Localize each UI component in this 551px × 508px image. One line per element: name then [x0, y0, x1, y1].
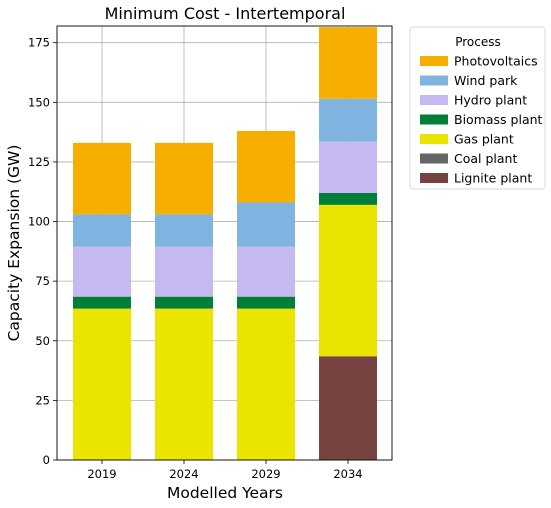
legend-label: Coal plant	[454, 151, 517, 166]
y-tick-label: 125	[28, 155, 50, 169]
legend-label: Gas plant	[454, 132, 514, 147]
y-tick-label: 0	[43, 453, 50, 467]
y-tick-label: 175	[28, 36, 50, 50]
bar-segment-wind-park	[237, 202, 295, 247]
bars	[73, 27, 377, 460]
legend-label: Photovoltaics	[454, 54, 538, 69]
bar-segment-gas-plant	[73, 308, 131, 460]
x-axis-label: Modelled Years	[167, 484, 283, 502]
chart-title: Minimum Cost - Intertemporal	[105, 4, 346, 23]
x-tick-label: 2034	[333, 467, 362, 481]
y-tick-label: 25	[35, 393, 50, 407]
y-tick-label: 150	[28, 95, 50, 109]
legend-swatch	[420, 173, 448, 183]
legend-swatch	[420, 95, 448, 105]
legend-swatch	[420, 56, 448, 66]
legend-label: Hydro plant	[454, 93, 527, 108]
bar-segment-hydro-plant	[237, 246, 295, 297]
plot-frame	[56, 25, 393, 461]
bar-segment-photovoltaics	[155, 142, 213, 215]
legend-swatch	[420, 114, 448, 125]
legend-label: Biomass plant	[454, 112, 543, 127]
bar-segment-gas-plant	[237, 308, 295, 460]
legend-swatch	[420, 75, 448, 86]
bar-segment-wind-park	[319, 98, 377, 142]
x-tick-label: 2019	[87, 467, 116, 481]
bar-segment-biomass-plant	[155, 296, 213, 309]
y-axis-label: Capacity Expansion (GW)	[5, 145, 23, 342]
bar-segment-biomass-plant	[73, 296, 131, 309]
bar-segment-gas-plant	[319, 204, 377, 357]
bar-segment-hydro-plant	[155, 246, 213, 297]
bar-segment-gas-plant	[155, 308, 213, 460]
bar-segment-photovoltaics	[237, 130, 295, 203]
bar-segment-biomass-plant	[319, 192, 377, 205]
bar-segment-biomass-plant	[237, 296, 295, 309]
bar-segment-wind-park	[155, 214, 213, 247]
axis-ticks: 0 25 50 75 100 125 150 175 2019 2024 2029 2034	[28, 36, 363, 481]
legend-title: Process	[455, 35, 501, 49]
legend: Process Photovoltaics Wind park Hydro plan…	[409, 26, 546, 190]
bar-segment-photovoltaics	[73, 142, 131, 215]
x-tick-label: 2029	[251, 467, 280, 481]
bar-segment-lignite-plant	[319, 356, 377, 460]
legend-swatch	[420, 153, 448, 164]
legend-label: Wind park	[454, 73, 518, 88]
bar-segment-hydro-plant	[73, 246, 131, 297]
bar-segment-hydro-plant	[319, 141, 377, 193]
legend-swatch	[420, 134, 448, 144]
legend-frame	[409, 26, 546, 190]
x-tick-label: 2024	[169, 467, 198, 481]
legend-label: Lignite plant	[454, 171, 532, 186]
legend-items: Photovoltaics Wind park Hydro plant Biomass…	[420, 54, 543, 186]
y-tick-label: 100	[28, 215, 50, 229]
y-tick-label: 50	[35, 334, 50, 348]
y-tick-label: 75	[35, 274, 50, 288]
bar-segment-photovoltaics	[319, 27, 377, 99]
bar-segment-wind-park	[73, 214, 131, 247]
